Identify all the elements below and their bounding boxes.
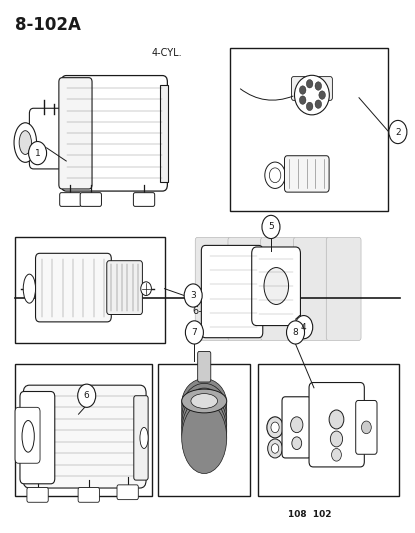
FancyBboxPatch shape	[133, 192, 155, 206]
Bar	[15, 364, 152, 496]
Bar	[161, 85, 168, 182]
Text: 8-102A: 8-102A	[15, 16, 81, 34]
Circle shape	[315, 100, 322, 108]
Ellipse shape	[182, 398, 227, 465]
FancyBboxPatch shape	[20, 392, 55, 484]
Circle shape	[299, 86, 306, 94]
Text: 2: 2	[395, 127, 401, 136]
Ellipse shape	[23, 274, 36, 303]
FancyBboxPatch shape	[117, 485, 138, 499]
FancyBboxPatch shape	[27, 488, 48, 502]
Text: 4-CYL.: 4-CYL.	[151, 47, 182, 58]
Circle shape	[306, 102, 313, 111]
Circle shape	[271, 443, 279, 453]
FancyBboxPatch shape	[134, 395, 148, 480]
FancyBboxPatch shape	[59, 78, 92, 189]
Circle shape	[184, 284, 202, 307]
FancyBboxPatch shape	[326, 238, 361, 341]
FancyBboxPatch shape	[198, 351, 211, 382]
Ellipse shape	[182, 383, 227, 438]
Text: 4: 4	[301, 322, 307, 332]
FancyBboxPatch shape	[60, 192, 81, 206]
Text: 7: 7	[192, 328, 197, 337]
Circle shape	[295, 316, 313, 339]
Circle shape	[271, 422, 279, 433]
Bar	[15, 238, 164, 343]
Ellipse shape	[182, 393, 227, 456]
FancyBboxPatch shape	[29, 108, 81, 169]
Bar	[230, 47, 388, 211]
Circle shape	[329, 410, 344, 429]
Text: 8: 8	[293, 328, 298, 337]
Ellipse shape	[182, 402, 227, 473]
Circle shape	[141, 282, 151, 295]
Ellipse shape	[295, 75, 330, 115]
Bar	[258, 364, 399, 496]
Circle shape	[290, 417, 303, 433]
Circle shape	[330, 431, 343, 447]
FancyBboxPatch shape	[201, 245, 263, 338]
Text: 6: 6	[84, 391, 90, 400]
Ellipse shape	[191, 393, 217, 408]
Circle shape	[286, 321, 305, 344]
Ellipse shape	[182, 378, 227, 429]
Text: 5: 5	[268, 222, 274, 231]
Circle shape	[319, 91, 325, 99]
Circle shape	[29, 141, 46, 165]
Circle shape	[262, 215, 280, 239]
Circle shape	[361, 421, 371, 434]
Circle shape	[332, 448, 342, 461]
FancyBboxPatch shape	[23, 385, 146, 488]
FancyBboxPatch shape	[293, 238, 328, 341]
Text: 3: 3	[190, 291, 196, 300]
FancyBboxPatch shape	[228, 238, 263, 341]
FancyBboxPatch shape	[284, 156, 329, 192]
Circle shape	[292, 437, 302, 449]
FancyBboxPatch shape	[282, 397, 311, 458]
Ellipse shape	[22, 421, 34, 452]
Bar	[158, 364, 250, 496]
Circle shape	[389, 120, 407, 143]
FancyBboxPatch shape	[261, 238, 295, 341]
FancyBboxPatch shape	[107, 261, 142, 314]
Ellipse shape	[140, 427, 148, 448]
Circle shape	[315, 82, 322, 90]
FancyBboxPatch shape	[195, 238, 230, 341]
Circle shape	[268, 439, 283, 458]
Ellipse shape	[264, 268, 288, 304]
Circle shape	[186, 321, 203, 344]
Circle shape	[78, 384, 96, 407]
Ellipse shape	[14, 123, 37, 163]
FancyBboxPatch shape	[80, 192, 101, 206]
Circle shape	[267, 417, 283, 438]
FancyBboxPatch shape	[61, 76, 167, 191]
FancyBboxPatch shape	[78, 488, 100, 502]
Ellipse shape	[182, 388, 227, 447]
Circle shape	[299, 96, 306, 104]
Ellipse shape	[265, 162, 285, 189]
FancyBboxPatch shape	[252, 247, 300, 326]
Text: 6-CYL.: 6-CYL.	[192, 306, 223, 316]
FancyBboxPatch shape	[36, 253, 111, 322]
FancyBboxPatch shape	[15, 407, 40, 463]
Ellipse shape	[269, 168, 281, 183]
Ellipse shape	[182, 389, 227, 413]
FancyBboxPatch shape	[291, 77, 332, 100]
Text: 108  102: 108 102	[288, 510, 332, 519]
Text: 1: 1	[35, 149, 40, 158]
FancyBboxPatch shape	[309, 383, 364, 467]
FancyBboxPatch shape	[356, 400, 377, 454]
Ellipse shape	[19, 131, 32, 155]
Circle shape	[306, 79, 313, 88]
